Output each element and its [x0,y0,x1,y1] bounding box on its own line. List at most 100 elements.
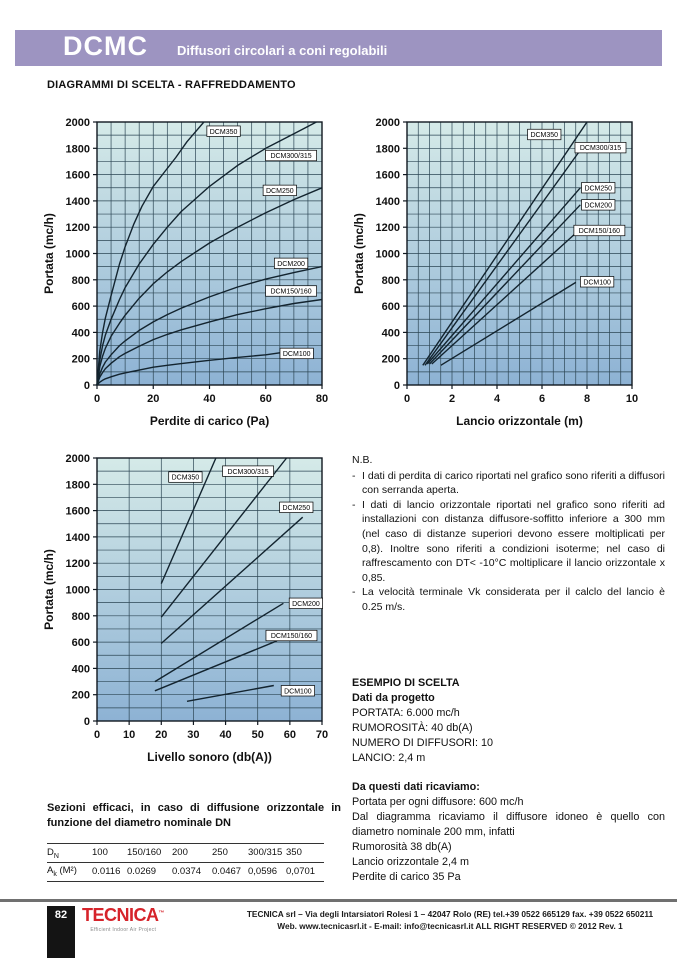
effective-sections-table: DN 100 150/160 200 250 300/315 350 Ak (M… [47,843,324,882]
svg-text:DCM300/315: DCM300/315 [580,145,621,152]
svg-text:4: 4 [494,393,501,405]
footer-address-line1: TECNICA srl – Via degli Intarsiatori Rol… [246,909,654,919]
svg-text:800: 800 [72,611,90,623]
svg-text:800: 800 [382,275,400,287]
col-header: 100 [92,843,127,863]
svg-text:Portata (mc/h): Portata (mc/h) [352,213,366,294]
svg-text:200: 200 [72,690,90,702]
notes-title: N.B. [352,454,373,466]
svg-text:1000: 1000 [66,249,90,261]
svg-text:1800: 1800 [376,143,400,155]
svg-text:0: 0 [94,393,100,405]
svg-text:1200: 1200 [66,558,90,570]
svg-text:DCM350: DCM350 [530,132,558,139]
cell-value: 0.0269 [127,861,172,882]
svg-text:1200: 1200 [66,222,90,234]
note-text: I dati di perdita di carico riportati ne… [362,469,665,497]
svg-text:DCM200: DCM200 [292,601,320,608]
table-row-ak: Ak (M²) 0.0116 0.0269 0.0374 0.0467 0,05… [47,861,324,882]
svg-text:DCM150/160: DCM150/160 [270,289,311,296]
example-derived-rumorosita: Rumorosità 38 db(A) [352,841,452,853]
svg-text:40: 40 [219,729,231,741]
note-item: - I dati di perdita di carico riportati … [352,469,665,498]
tecnica-logo: TECNICA™ Efficient Indoor Air Project [82,906,165,933]
table-row-dn: DN 100 150/160 200 250 300/315 350 [47,843,324,863]
footer-address-line2: Web. www.tecnicasrl.it - E-mail: info@te… [277,920,623,931]
note-item: - La velocità terminale Vk considerata p… [352,585,665,614]
svg-text:1600: 1600 [376,170,400,182]
example-line-numero-diffusori: NUMERO DI DIFFUSORI: 10 [352,737,493,749]
svg-text:20: 20 [147,393,159,405]
example-line-rumorosita: RUMOROSITÀ: 40 db(A) [352,722,473,734]
svg-text:200: 200 [382,354,400,366]
svg-text:DCM300/315: DCM300/315 [270,153,311,160]
svg-text:DCM100: DCM100 [284,688,312,695]
col-header: 150/160 [127,843,172,863]
row-label-dn: DN [47,843,92,863]
cell-value: 0,0596 [248,861,286,882]
svg-text:600: 600 [72,301,90,313]
note-text: La velocità terminale Vk considerata per… [362,586,665,613]
svg-text:40: 40 [203,393,215,405]
product-code: DCMC [63,31,148,61]
svg-text:50: 50 [252,729,264,741]
svg-text:1200: 1200 [376,222,400,234]
svg-text:10: 10 [123,729,135,741]
svg-text:DCM250: DCM250 [266,188,294,195]
svg-text:Perdite di carico (Pa): Perdite di carico (Pa) [150,414,269,428]
svg-text:1400: 1400 [66,196,90,208]
svg-text:600: 600 [72,637,90,649]
svg-text:0: 0 [404,393,410,405]
page-number-tab: 82 [47,906,75,958]
svg-text:Livello sonoro (db(A)): Livello sonoro (db(A)) [147,750,272,764]
svg-text:800: 800 [72,275,90,287]
svg-text:DCM150/160: DCM150/160 [579,228,620,235]
row-label-ak: Ak (M²) [47,861,92,882]
svg-text:1400: 1400 [376,196,400,208]
svg-text:400: 400 [72,663,90,675]
footer-divider [0,899,677,902]
svg-text:20: 20 [155,729,167,741]
spacer [352,766,665,780]
note-text: I dati di lancio orizzontale riportati n… [362,498,665,584]
svg-text:DCM100: DCM100 [583,279,611,286]
svg-text:8: 8 [584,393,590,405]
svg-text:1000: 1000 [376,249,400,261]
svg-text:2000: 2000 [66,453,90,465]
svg-text:2: 2 [449,393,455,405]
svg-text:2000: 2000 [66,117,90,129]
header-band: DCMC Diffusori circolari a coni regolabi… [15,30,662,66]
svg-text:0: 0 [94,729,100,741]
svg-text:1800: 1800 [66,479,90,491]
note-item: - I dati di lancio orizzontale riportati… [352,498,665,586]
logo-text: TECNICA [82,905,159,925]
svg-text:2000: 2000 [376,117,400,129]
example-derived-diagram: Dal diagramma ricaviamo il diffusore ido… [352,811,665,838]
col-header: 350 [286,843,324,863]
svg-text:1600: 1600 [66,170,90,182]
section-title: DIAGRAMMI DI SCELTA - RAFFREDDAMENTO [47,79,296,91]
svg-text:DCM200: DCM200 [584,202,612,209]
cell-value: 0.0467 [212,861,248,882]
example-line-portata: PORTATA: 6.000 mc/h [352,707,460,719]
svg-text:600: 600 [382,301,400,313]
svg-text:1000: 1000 [66,585,90,597]
svg-text:DCM200: DCM200 [277,261,305,268]
svg-text:60: 60 [284,729,296,741]
example-subtitle-project-data: Dati da progetto [352,692,435,704]
svg-text:0: 0 [394,380,400,392]
trademark-symbol: ™ [158,910,165,917]
col-header: 250 [212,843,248,863]
svg-text:DCM350: DCM350 [172,475,200,482]
svg-text:400: 400 [382,327,400,339]
svg-text:DCM250: DCM250 [282,505,310,512]
notes-block: N.B. - I dati di perdita di carico ripor… [352,453,665,615]
svg-text:10: 10 [626,393,638,405]
svg-text:30: 30 [187,729,199,741]
example-derived-portata: Portata per ogni diffusore: 600 mc/h [352,796,524,808]
svg-text:200: 200 [72,354,90,366]
svg-text:Portata (mc/h): Portata (mc/h) [42,549,56,630]
svg-text:DCM150/160: DCM150/160 [271,633,312,640]
logo-tagline: Efficient Indoor Air Project [90,927,157,933]
